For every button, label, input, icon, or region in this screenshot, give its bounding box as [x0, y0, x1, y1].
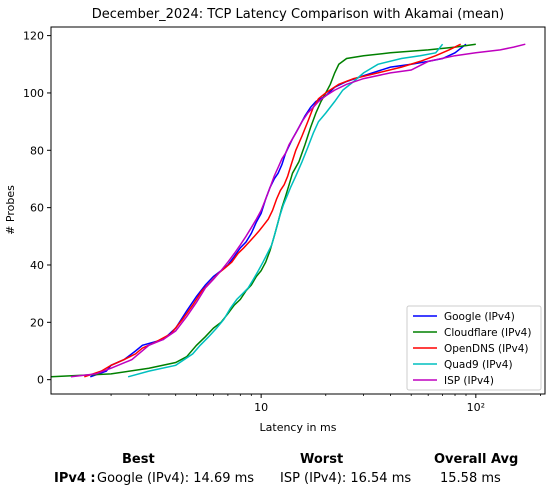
- x-tick-label-1: 10²: [467, 401, 485, 414]
- y-tick-label-6: 120: [23, 30, 44, 43]
- y-tick-label-1: 20: [30, 316, 44, 329]
- legend-label-4: ISP (IPv4): [444, 375, 494, 387]
- y-tick-label-0: 0: [37, 374, 44, 387]
- legend-box: [406, 305, 542, 391]
- y-tick-label-5: 100: [23, 87, 44, 100]
- legend: Google (IPv4) Cloudflare (IPv4) OpenDNS (I…: [406, 305, 542, 391]
- y-tick-label-2: 40: [30, 259, 44, 272]
- overall-avg-header: Overall Avg: [434, 452, 519, 467]
- legend-label-3: Quad9 (IPv4): [444, 359, 513, 371]
- legend-label-1: Cloudflare (IPv4): [444, 327, 531, 339]
- x-axis-label: Latency in ms: [260, 421, 337, 434]
- axis-ticks: 0 20 40 60 80 100 120 10 10²: [23, 30, 541, 414]
- x-tick-label-0: 10: [254, 401, 268, 414]
- overall-avg-value: 15.58 ms: [440, 471, 501, 486]
- legend-label-0: Google (IPv4): [444, 311, 515, 323]
- series-line-4: [70, 43, 526, 378]
- legend-entries: Google (IPv4) Cloudflare (IPv4) OpenDNS (I…: [413, 311, 531, 387]
- chart-title: December_2024: TCP Latency Comparison wi…: [92, 7, 504, 22]
- series-line-2: [84, 43, 462, 378]
- latency-chart: December_2024: TCP Latency Comparison wi…: [4, 7, 546, 434]
- axes-frame: [50, 26, 546, 395]
- y-axis-label: # Probes: [4, 185, 17, 235]
- plot-lines: [50, 43, 526, 378]
- y-tick-label-4: 80: [30, 144, 44, 157]
- y-tick-label-3: 60: [30, 202, 44, 215]
- worst-header: Worst: [300, 452, 344, 467]
- legend-label-2: OpenDNS (IPv4): [444, 343, 529, 355]
- best-value: Google (IPv4): 14.69 ms: [97, 471, 255, 486]
- worst-value: ISP (IPv4): 16.54 ms: [280, 471, 412, 486]
- ipv4-row-label: IPv4 :: [54, 471, 96, 486]
- series-line-3: [127, 43, 444, 378]
- best-header: Best: [122, 452, 155, 467]
